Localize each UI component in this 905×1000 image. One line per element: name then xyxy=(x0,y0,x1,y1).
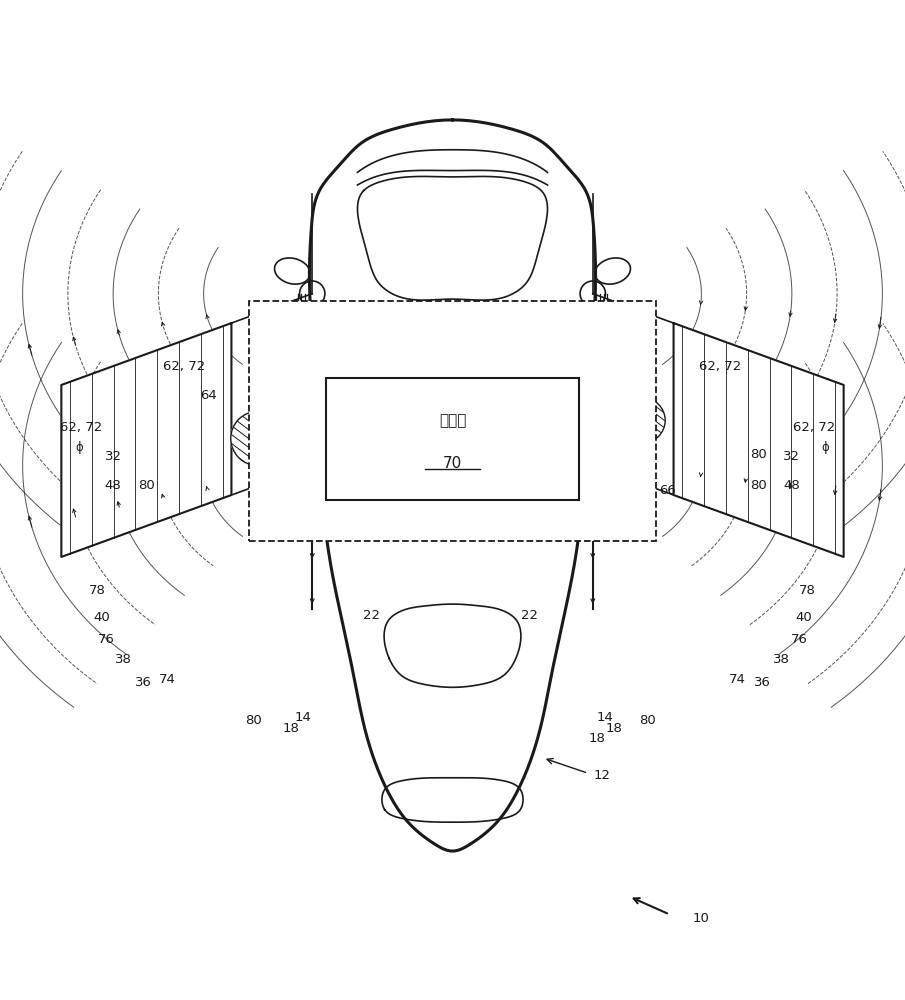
Polygon shape xyxy=(62,323,232,557)
Text: 32: 32 xyxy=(105,450,121,463)
Bar xyxy=(326,378,579,500)
Text: 62, 72: 62, 72 xyxy=(794,421,835,434)
Text: 48: 48 xyxy=(105,479,121,492)
Text: 控制器: 控制器 xyxy=(439,413,466,428)
Text: 74: 74 xyxy=(618,525,634,538)
Text: 12: 12 xyxy=(594,769,610,782)
Text: 62, 72: 62, 72 xyxy=(61,421,102,434)
Text: 22: 22 xyxy=(363,609,379,622)
Text: 78: 78 xyxy=(280,455,296,468)
Text: 22: 22 xyxy=(521,609,538,622)
Bar xyxy=(249,301,656,541)
Text: 80: 80 xyxy=(138,479,155,492)
Text: 18: 18 xyxy=(605,722,622,735)
Text: 80: 80 xyxy=(750,479,767,492)
Text: 76: 76 xyxy=(98,633,114,646)
Text: 14: 14 xyxy=(596,711,613,724)
Text: 40: 40 xyxy=(93,611,110,624)
Text: 78: 78 xyxy=(609,455,625,468)
Text: 74: 74 xyxy=(271,525,287,538)
Text: 18: 18 xyxy=(283,722,300,735)
Text: 40: 40 xyxy=(795,611,812,624)
Text: 14: 14 xyxy=(295,711,311,724)
Text: 62, 72: 62, 72 xyxy=(164,360,205,373)
Circle shape xyxy=(231,411,285,466)
Text: 36: 36 xyxy=(754,676,770,689)
Text: 80: 80 xyxy=(245,714,262,727)
Text: 78: 78 xyxy=(90,584,106,597)
Text: ϕ: ϕ xyxy=(822,441,829,454)
Text: 80: 80 xyxy=(750,448,767,461)
Text: ϕ: ϕ xyxy=(76,441,83,454)
Text: 64: 64 xyxy=(200,389,216,402)
Text: 50: 50 xyxy=(267,407,283,420)
Text: 74: 74 xyxy=(729,673,746,686)
Polygon shape xyxy=(673,323,843,557)
Circle shape xyxy=(620,398,665,443)
Text: 48: 48 xyxy=(784,479,800,492)
Text: 66: 66 xyxy=(660,484,676,497)
Text: 76: 76 xyxy=(791,633,807,646)
Text: 62, 72: 62, 72 xyxy=(700,360,741,373)
Text: 32: 32 xyxy=(784,450,800,463)
Text: 38: 38 xyxy=(774,653,790,666)
Text: 70: 70 xyxy=(443,456,462,471)
Text: 78: 78 xyxy=(799,584,815,597)
Text: 36: 36 xyxy=(135,676,151,689)
Text: 80: 80 xyxy=(639,714,655,727)
Text: 10: 10 xyxy=(693,912,710,925)
Text: 76: 76 xyxy=(614,492,631,505)
Text: 50: 50 xyxy=(622,407,638,420)
Text: 76: 76 xyxy=(274,492,291,505)
Text: 18: 18 xyxy=(589,732,605,745)
Text: 74: 74 xyxy=(159,673,176,686)
Text: 38: 38 xyxy=(115,653,131,666)
